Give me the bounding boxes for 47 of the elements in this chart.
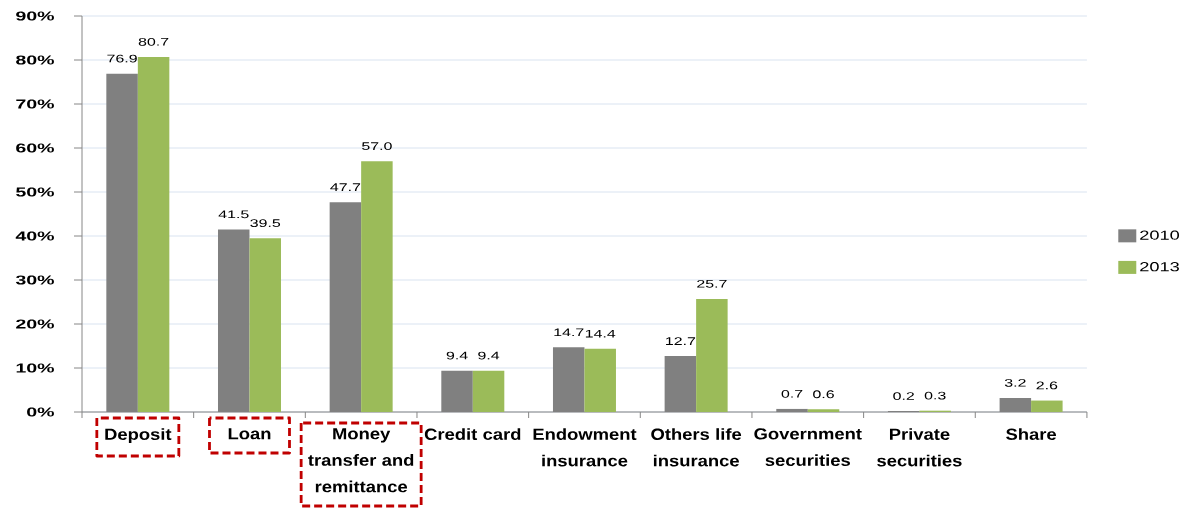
- data-label: 9.4: [478, 351, 500, 360]
- legend-label: 2013: [1140, 262, 1179, 272]
- data-label: 76.9: [107, 54, 137, 63]
- data-label: 9.4: [446, 351, 468, 360]
- bar: [249, 238, 281, 412]
- x-tick-label: Government securities: [754, 428, 862, 467]
- y-tick-label: 60%: [16, 143, 54, 153]
- y-tick-label: 20%: [16, 319, 54, 329]
- data-label: 41.5: [218, 210, 249, 219]
- y-tick-label: 30%: [15, 275, 54, 285]
- legend-label: 2010: [1140, 230, 1180, 240]
- bar: [807, 409, 840, 412]
- data-label: 14.7: [554, 328, 584, 337]
- data-label: 0.3: [924, 391, 946, 400]
- y-tick-label: 90%: [16, 11, 54, 21]
- bar: [361, 161, 393, 412]
- y-tick-label: 0%: [27, 407, 54, 417]
- data-label: 0.7: [781, 389, 803, 398]
- y-tick-label: 70%: [16, 99, 54, 109]
- data-label: 0.2: [893, 392, 914, 400]
- bar: [1031, 400, 1063, 412]
- x-tick-label: Endowment insurance: [533, 428, 637, 467]
- data-label: 3.2: [1004, 378, 1026, 387]
- y-tick-label: 40%: [15, 231, 54, 241]
- x-tick-label: Deposit: [105, 428, 172, 444]
- data-label: 12.7: [666, 337, 696, 345]
- data-label: 57.0: [362, 142, 392, 151]
- x-tick-label: Loan: [228, 428, 271, 440]
- data-label: 2.6: [1036, 381, 1058, 390]
- bar: [472, 370, 505, 412]
- data-label: 80.7: [138, 37, 169, 46]
- bar: [584, 348, 616, 412]
- x-tick-label: Credit card: [424, 428, 521, 440]
- bar: [696, 298, 728, 412]
- data-label: 14.4: [585, 329, 616, 338]
- x-tick-label: Share: [1006, 428, 1057, 440]
- y-tick-label: 80%: [16, 55, 54, 65]
- x-tick-label: Private securities: [877, 428, 962, 467]
- data-label: 25.7: [697, 279, 727, 288]
- y-tick-label: 10%: [16, 363, 54, 373]
- data-label: 39.5: [250, 219, 281, 228]
- data-label: 47.7: [330, 183, 361, 191]
- bar: [137, 56, 170, 412]
- x-tick-label: Money transfer and remittance: [308, 428, 414, 493]
- data-label: 0.6: [813, 390, 834, 399]
- x-tick-label: Others life insurance: [651, 428, 742, 467]
- y-tick-label: 50%: [16, 187, 54, 197]
